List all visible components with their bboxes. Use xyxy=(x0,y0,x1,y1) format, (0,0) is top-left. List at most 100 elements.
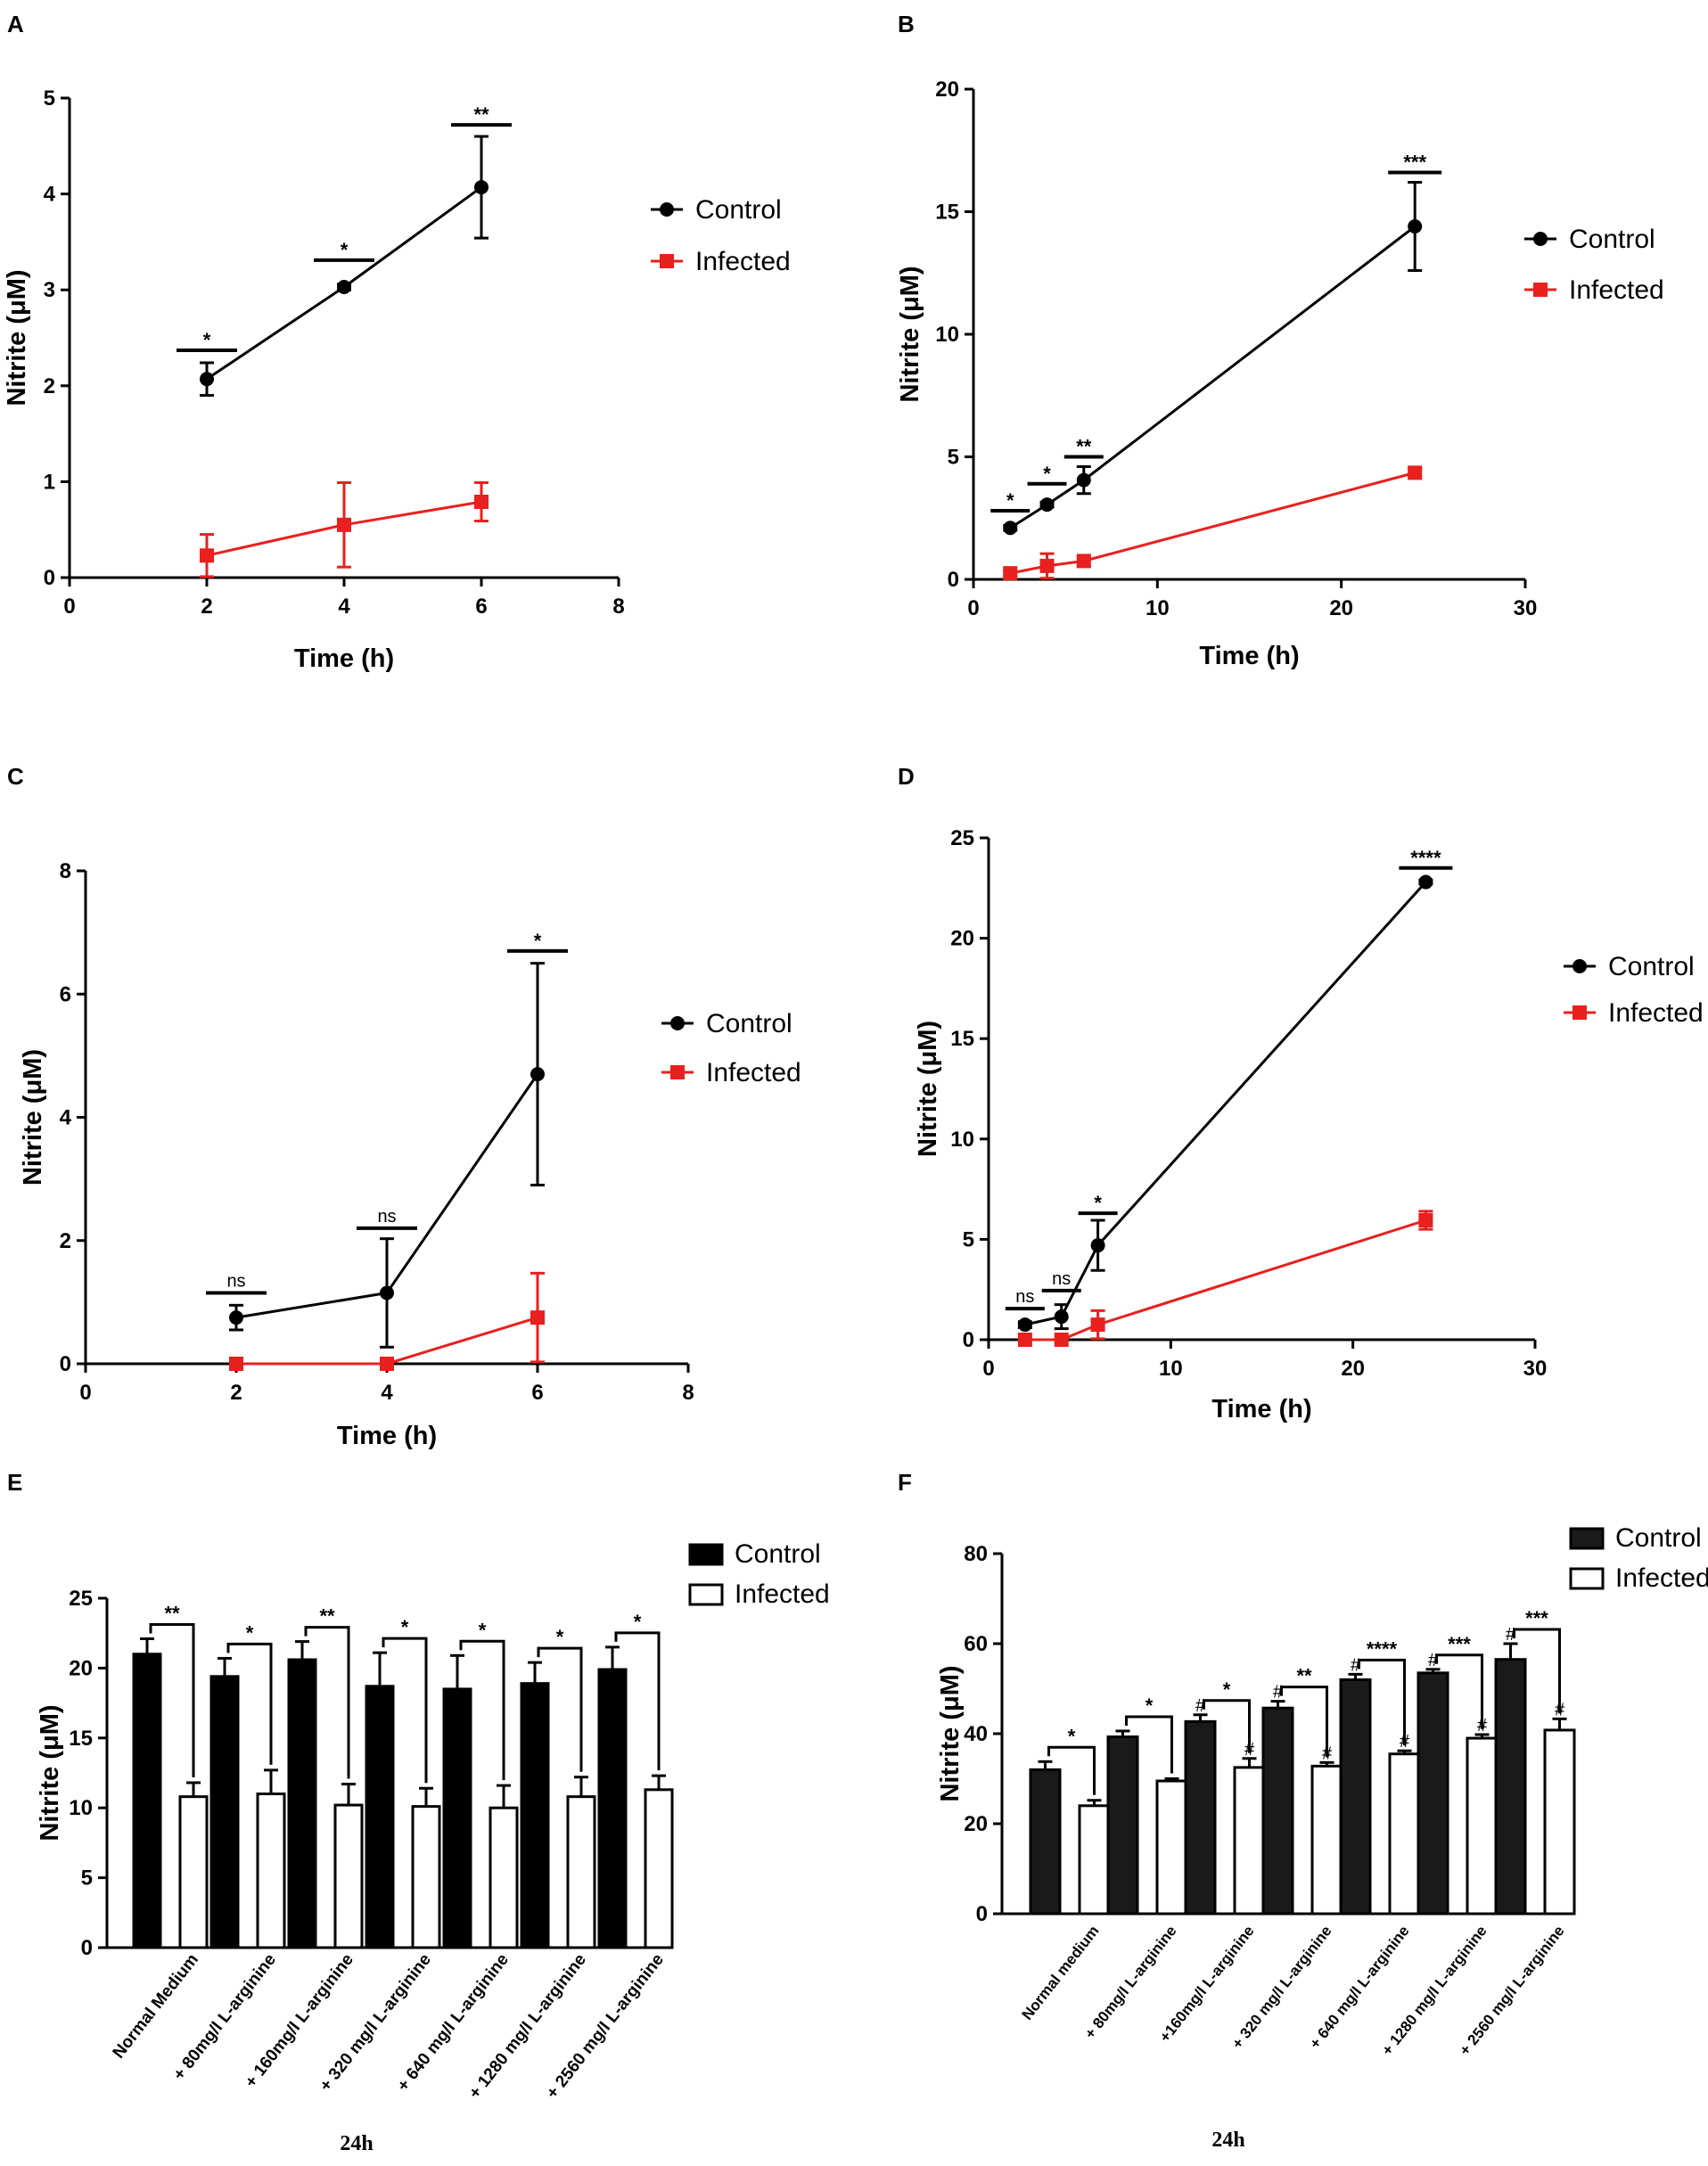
data-point-infected xyxy=(530,1310,545,1325)
y-axis-title: Nitrite (μM) xyxy=(36,1704,64,1841)
significance-bracket xyxy=(537,1646,583,1772)
significance-label: ** xyxy=(473,103,489,126)
y-tick-label: 15 xyxy=(69,1727,93,1751)
significance-bracket xyxy=(1280,1686,1328,1758)
y-tick-label: 80 xyxy=(964,1542,988,1566)
significance-label: ns xyxy=(1052,1269,1071,1289)
category-label: Normal medium xyxy=(1019,1923,1103,2023)
x-axis-title: Time (h) xyxy=(294,644,394,673)
significance-label: **** xyxy=(1367,1637,1398,1660)
bar-infected xyxy=(1466,1736,1499,1916)
data-point-infected xyxy=(337,517,351,532)
data-point-control xyxy=(229,1310,243,1325)
significance-bracket xyxy=(382,1637,428,1784)
significance-bracket xyxy=(459,1639,505,1781)
bar-infected xyxy=(566,1795,596,1949)
panel-letter: C xyxy=(7,763,24,790)
panel-letter: D xyxy=(898,763,915,790)
bar-control xyxy=(287,1658,317,1949)
significance-label: ns xyxy=(226,1272,245,1292)
time-label: 24h xyxy=(1211,2129,1244,2152)
data-point-infected xyxy=(1090,1317,1105,1333)
significance-label: * xyxy=(1094,1192,1102,1214)
legend-label: Infected xyxy=(1608,998,1704,1028)
significance-bracket xyxy=(1435,1653,1483,1730)
y-axis-title: Nitrite (μM) xyxy=(914,1021,942,1157)
bar-control xyxy=(1339,1678,1372,1916)
significance-label: * xyxy=(634,1611,642,1633)
data-point-control xyxy=(380,1285,394,1300)
data-point-control xyxy=(1418,874,1433,890)
significance-label: ns xyxy=(1015,1287,1034,1307)
category-label: Normal Medium xyxy=(110,1950,202,2062)
y-tick-label: 2 xyxy=(60,1229,71,1253)
y-axis-title: Nitrite (μM) xyxy=(3,269,31,406)
bar-infected xyxy=(1233,1766,1266,1916)
legend-marker xyxy=(670,1065,685,1079)
x-tick-label: 8 xyxy=(612,595,624,619)
significance-label: * xyxy=(1146,1694,1154,1717)
x-tick-label: 10 xyxy=(1146,596,1170,620)
bar-infected xyxy=(1543,1728,1576,1916)
x-axis-title: Time (h) xyxy=(1211,1395,1311,1423)
data-point-infected xyxy=(1054,1333,1069,1347)
y-tick-label: 8 xyxy=(60,859,71,883)
series-line-control xyxy=(1009,225,1416,529)
significance-bracket xyxy=(1358,1658,1406,1746)
data-point-infected xyxy=(474,494,489,509)
x-tick-label: 4 xyxy=(381,1381,393,1405)
legend-swatch xyxy=(1569,1567,1605,1590)
significance-label: **** xyxy=(1410,847,1441,869)
significance-label: * xyxy=(479,1619,487,1641)
data-point-infected xyxy=(1017,1333,1032,1347)
y-tick-label: 20 xyxy=(964,1812,988,1836)
legend-label: Infected xyxy=(695,247,791,276)
y-tick-label: 25 xyxy=(950,826,974,850)
significance-bracket xyxy=(1047,1745,1096,1795)
significance-label: *** xyxy=(1525,1607,1548,1629)
y-tick-label: 0 xyxy=(60,1352,71,1376)
significance-label: * xyxy=(246,1621,254,1644)
bar-infected xyxy=(644,1788,674,1949)
series-line-control xyxy=(1024,881,1427,1326)
x-tick-label: 0 xyxy=(982,1357,994,1381)
legend-marker xyxy=(1533,232,1548,246)
legend-label: Control xyxy=(706,1009,792,1038)
legend-label: Control xyxy=(1615,1523,1702,1553)
significance-label: * xyxy=(1043,463,1051,485)
bar-control xyxy=(132,1653,162,1949)
significance-label: ns xyxy=(377,1207,396,1227)
y-tick-label: 0 xyxy=(948,568,959,592)
data-point-infected xyxy=(1408,465,1423,480)
bar-infected xyxy=(1388,1752,1421,1916)
legend-label: Infected xyxy=(706,1058,801,1087)
significance-bracket xyxy=(1513,1628,1561,1714)
bar-infected xyxy=(411,1805,441,1949)
y-tick-label: 0 xyxy=(81,1936,93,1960)
y-tick-label: 0 xyxy=(963,1328,974,1352)
significance-label: * xyxy=(203,329,211,351)
x-tick-label: 8 xyxy=(682,1381,694,1405)
y-axis-title: Nitrite (μM) xyxy=(19,1049,47,1186)
x-tick-label: 6 xyxy=(531,1381,543,1405)
bar-infected xyxy=(178,1795,209,1949)
data-point-control xyxy=(474,180,489,195)
x-tick-label: 0 xyxy=(63,595,75,619)
significance-bracket xyxy=(1203,1699,1251,1753)
x-axis-title: Time (h) xyxy=(337,1422,437,1450)
legend-swatch xyxy=(688,1583,724,1606)
y-tick-label: 0 xyxy=(44,566,55,590)
significance-label: * xyxy=(1068,1725,1076,1747)
x-tick-label: 0 xyxy=(967,596,979,620)
y-tick-label: 4 xyxy=(60,1106,72,1130)
y-tick-label: 60 xyxy=(964,1632,988,1656)
panel-letter: F xyxy=(898,1469,912,1496)
time-label: 24h xyxy=(340,2132,373,2155)
bar-control xyxy=(1416,1671,1449,1916)
significance-label: ** xyxy=(164,1602,180,1624)
legend-marker xyxy=(660,254,674,268)
legend-swatch xyxy=(688,1543,724,1566)
x-tick-label: 2 xyxy=(230,1381,242,1405)
bar-control xyxy=(1261,1706,1294,1916)
legend-marker xyxy=(660,202,674,217)
